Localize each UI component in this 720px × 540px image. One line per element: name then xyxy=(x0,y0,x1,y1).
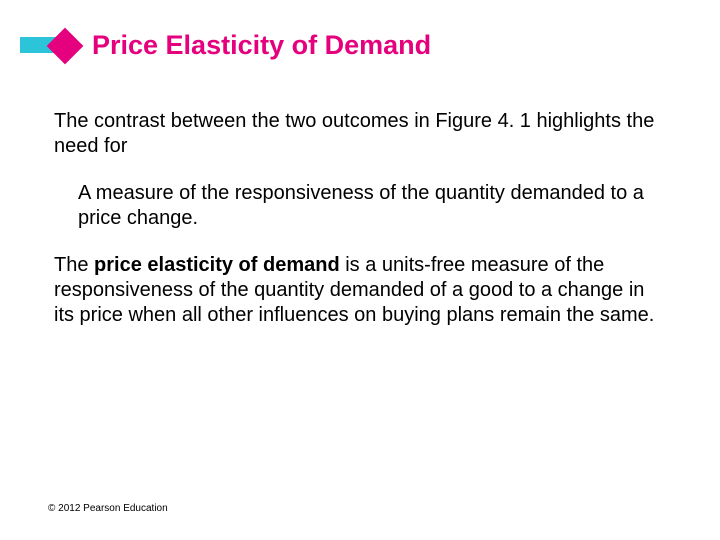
diamond-icon xyxy=(47,27,84,64)
paragraph-definition: The price elasticity of demand is a unit… xyxy=(54,253,662,328)
slide-content: The contrast between the two outcomes in… xyxy=(48,109,672,328)
slide-title: Price Elasticity of Demand xyxy=(92,30,431,61)
slide: Price Elasticity of Demand The contrast … xyxy=(0,0,720,540)
paragraph-intro: The contrast between the two outcomes in… xyxy=(54,109,662,159)
definition-lead: The xyxy=(54,254,94,276)
slide-header: Price Elasticity of Demand xyxy=(20,30,672,61)
paragraph-measure: A measure of the responsiveness of the q… xyxy=(78,181,652,231)
copyright-footer: © 2012 Pearson Education xyxy=(48,503,168,514)
definition-term: price elasticity of demand xyxy=(94,254,340,276)
header-bullet-mark xyxy=(20,31,82,61)
